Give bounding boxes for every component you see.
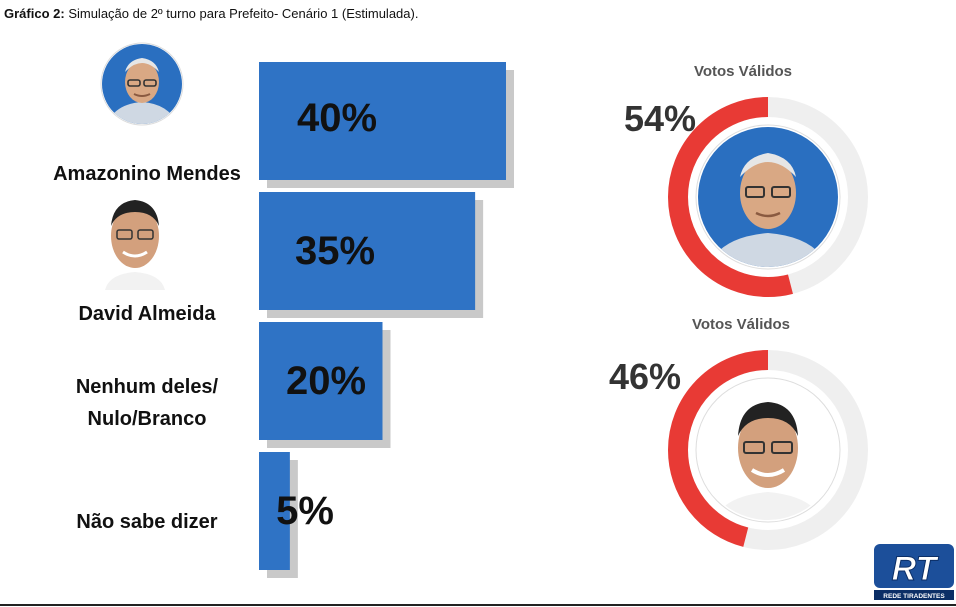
category-label: Amazonino Mendes: [53, 163, 241, 185]
bar-value-label: 20%: [286, 359, 366, 403]
chart-title-text: Simulação de 2º turno para Prefeito- Cen…: [68, 6, 419, 21]
footer-rule: [0, 604, 956, 606]
donut-1-value-label: 54%: [624, 98, 697, 139]
candidate-photo-1-icon: [100, 42, 184, 131]
bar-2: [259, 192, 476, 310]
bar-value-label: 35%: [295, 229, 375, 273]
chart-title-prefix: Gráfico 2:: [4, 6, 65, 21]
donut-chart-1: [668, 97, 868, 297]
category-label: David Almeida: [78, 303, 216, 325]
category-label: Nulo/Branco: [88, 408, 207, 430]
chart-title: Gráfico 2: Simulação de 2º turno para Pr…: [4, 6, 418, 22]
logo-mark: RT: [892, 550, 940, 588]
category-label: Nenhum deles/: [76, 376, 219, 398]
bar-value-label: 5%: [276, 489, 334, 533]
rede-tiradentes-logo: RT REDE TIRADENTES: [874, 544, 954, 600]
logo-caption: REDE TIRADENTES: [883, 593, 945, 600]
bar-3: [259, 322, 383, 440]
donut-1-title: Votos Válidos: [693, 63, 793, 80]
donut-chart-2: [668, 350, 868, 550]
candidate-photo-1-icon: [695, 124, 841, 270]
category-label: Não sabe dizer: [76, 511, 217, 533]
donut-slice: [668, 97, 868, 297]
bar-4: [259, 452, 290, 570]
donut-2-value-label: 46%: [609, 356, 682, 397]
bar-value-label: 40%: [297, 96, 377, 140]
donut-2-title: Votos Válidos: [691, 316, 791, 333]
candidate-photo-2-icon: [695, 377, 841, 523]
candidate-photo-2-icon: [97, 190, 173, 295]
donut-slice: [668, 350, 868, 550]
bar-1: [259, 62, 506, 180]
